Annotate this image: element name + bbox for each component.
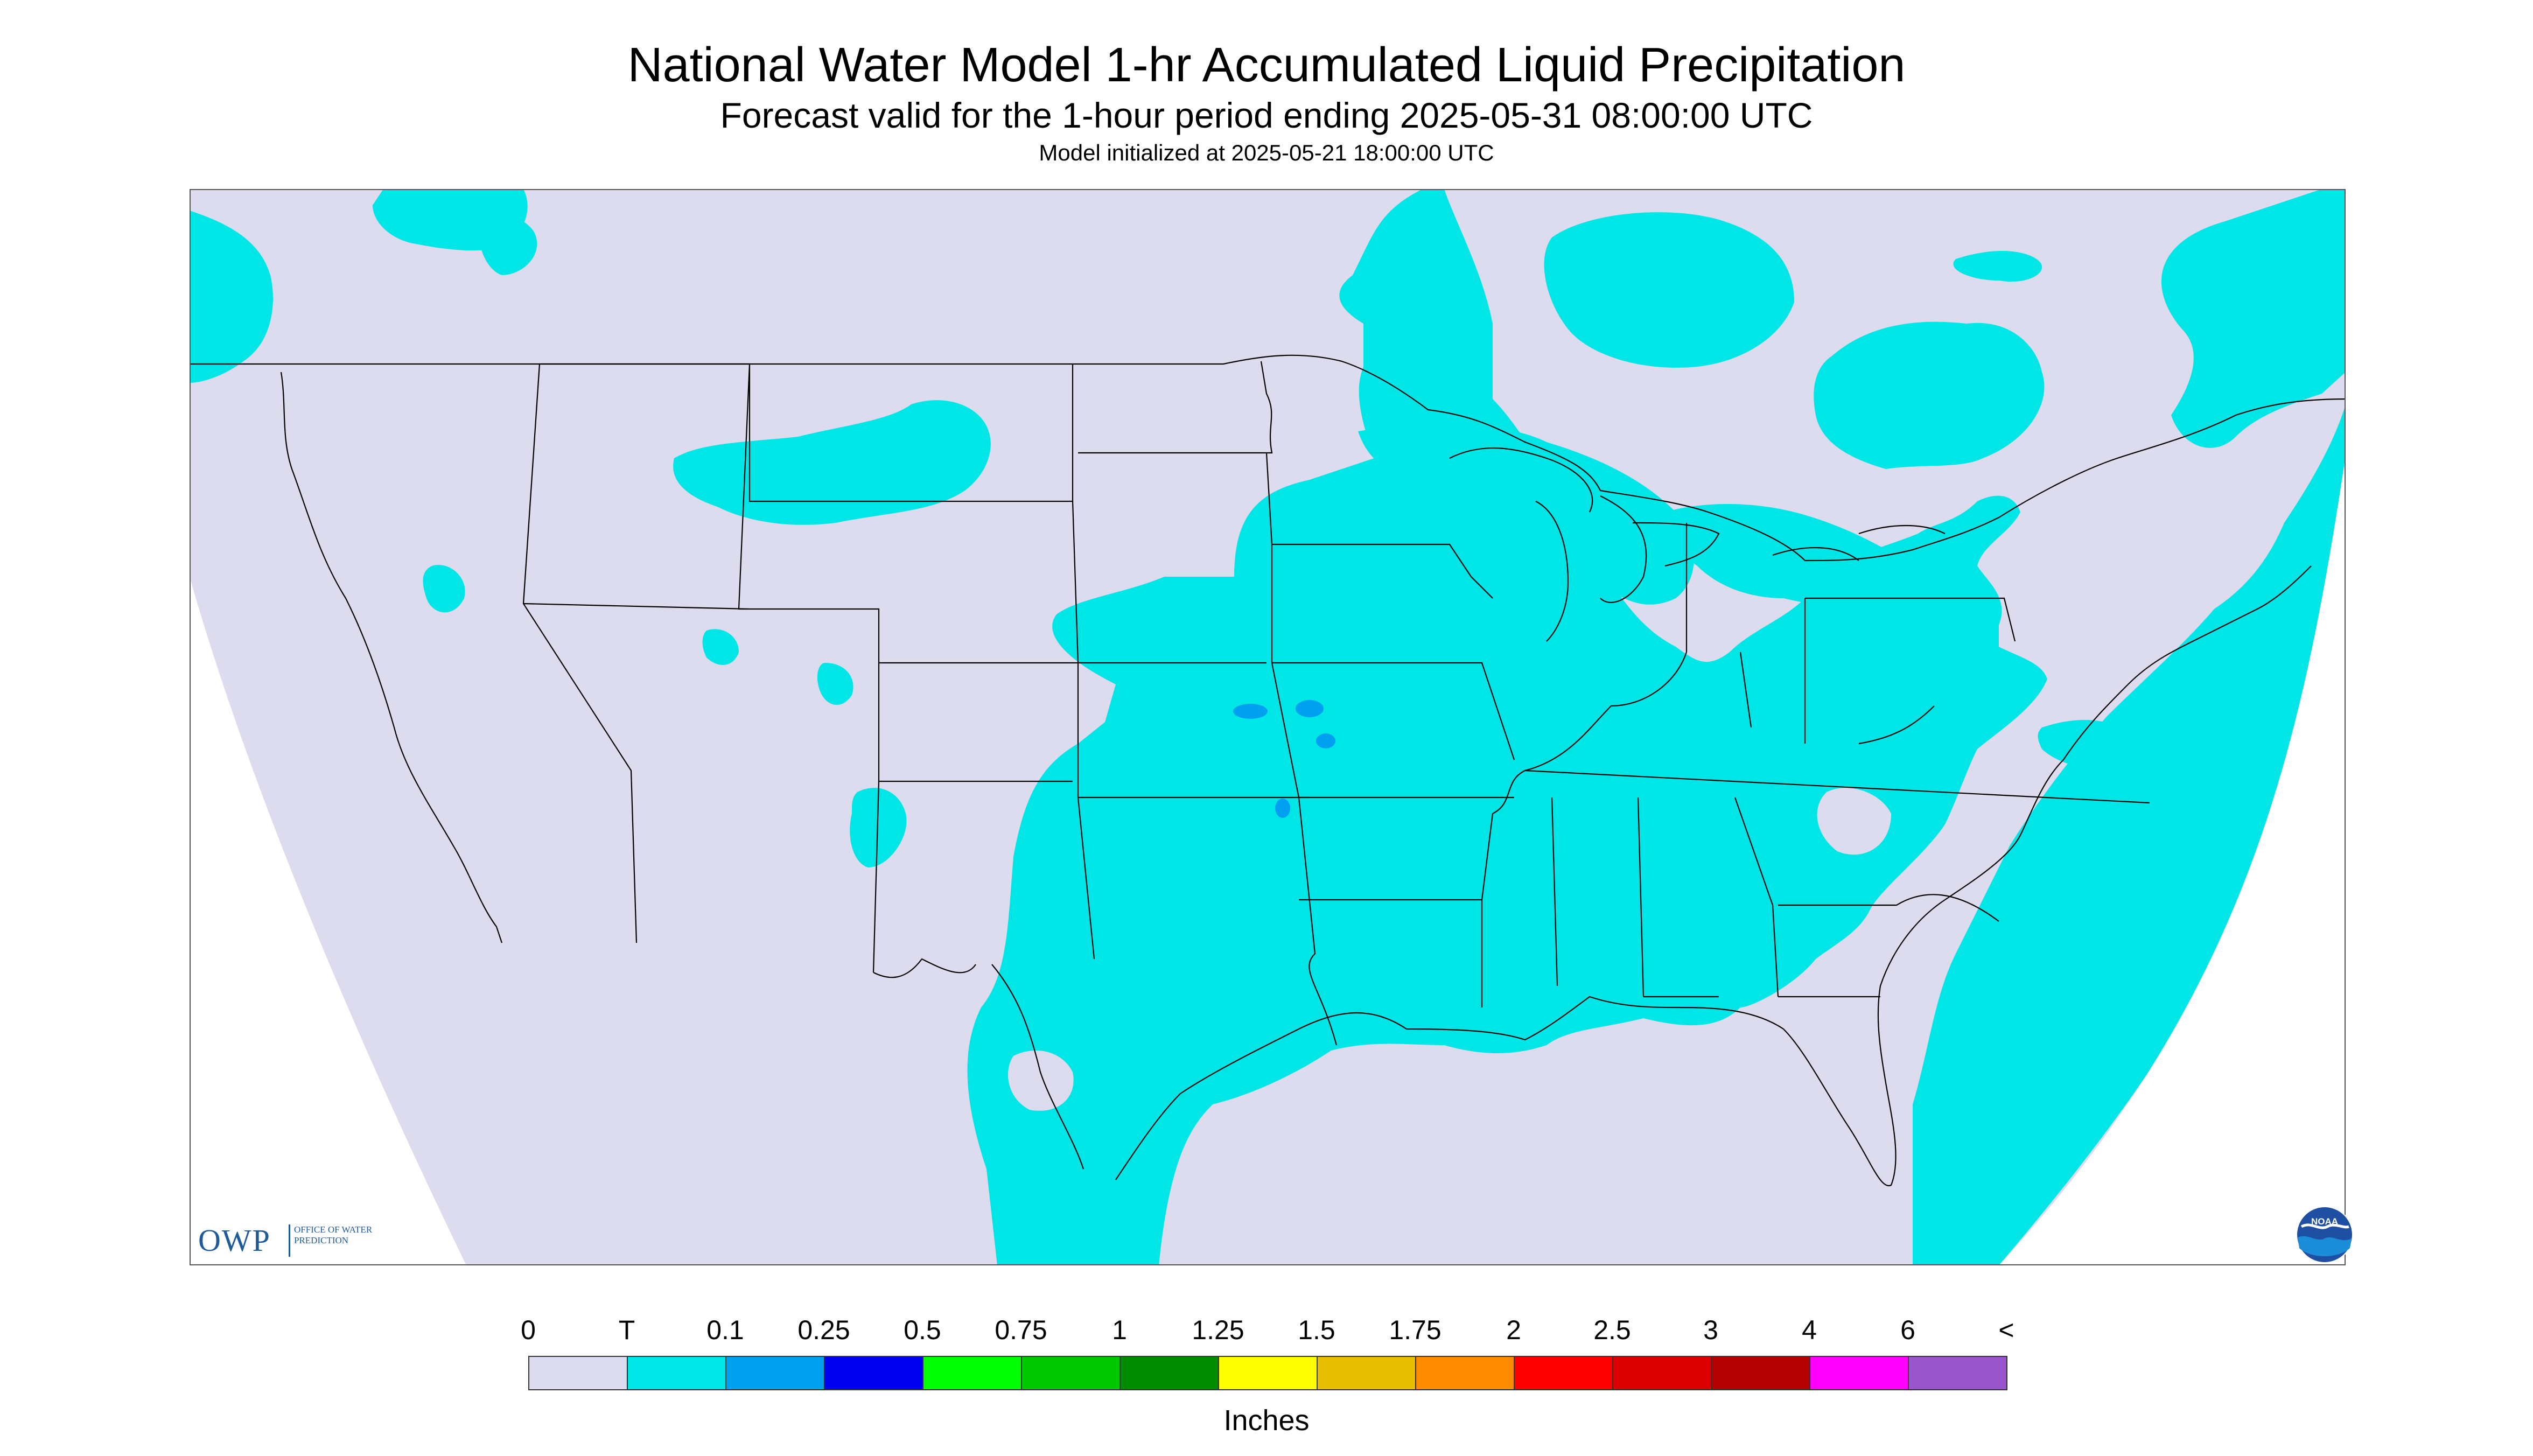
owp-logo-letters: OWP bbox=[198, 1223, 271, 1258]
owp-logo: OWP Office of Water Prediction bbox=[198, 1221, 372, 1260]
legend-swatch bbox=[528, 1356, 628, 1390]
legend-tick-label: 0.5 bbox=[904, 1315, 941, 1345]
legend-swatch bbox=[1317, 1356, 1416, 1390]
no-precip-holes bbox=[1008, 788, 1992, 1261]
canada-border bbox=[190, 354, 2346, 562]
state-borders-east bbox=[1524, 523, 2150, 998]
state-borders-central bbox=[1078, 361, 1526, 1046]
legend-swatch bbox=[1119, 1356, 1219, 1390]
trace-precip-areas bbox=[190, 189, 2346, 1265]
legend-swatch bbox=[1809, 1356, 1909, 1390]
map-border bbox=[190, 189, 2346, 1265]
legend-tick-label: 0.25 bbox=[797, 1315, 850, 1345]
legend-tick-label: 0.75 bbox=[995, 1315, 1047, 1345]
noaa-logo-text: NOAA bbox=[2311, 1216, 2338, 1227]
great-lakes-outline bbox=[1449, 447, 1946, 642]
precipitation-map bbox=[190, 189, 2346, 1265]
gulf-and-east-coast bbox=[991, 565, 2312, 1187]
legend-swatch bbox=[824, 1356, 923, 1390]
legend-swatch bbox=[922, 1356, 1022, 1390]
legend-swatch bbox=[1415, 1356, 1515, 1390]
legend-tick-label: T bbox=[618, 1315, 635, 1345]
west-coast bbox=[280, 372, 503, 943]
owp-logo-name: Office of Water Prediction bbox=[294, 1224, 373, 1245]
legend-units: Inches bbox=[1223, 1404, 1310, 1437]
legend-swatch bbox=[1218, 1356, 1318, 1390]
moderate-precip-areas bbox=[1233, 700, 1335, 818]
map-title: National Water Model 1-hr Accumulated Li… bbox=[627, 38, 1906, 92]
legend-tick-label: 0.1 bbox=[706, 1315, 744, 1345]
legend-tick-label: 2 bbox=[1506, 1315, 1521, 1345]
legend-swatch bbox=[1908, 1356, 2007, 1390]
legend-tick-label: 3 bbox=[1703, 1315, 1718, 1345]
legend-tick-label: 1.25 bbox=[1192, 1315, 1244, 1345]
legend-tick-label: < bbox=[1998, 1315, 2014, 1345]
legend-tick-label: 0 bbox=[521, 1315, 536, 1345]
forecast-valid-line: Forecast valid for the 1-hour period end… bbox=[720, 95, 1813, 135]
legend-tick-label: 1.75 bbox=[1389, 1315, 1442, 1345]
legend-tick-label: 1 bbox=[1112, 1315, 1127, 1345]
legend-swatch bbox=[1612, 1356, 1712, 1390]
owp-logo-divider bbox=[289, 1224, 290, 1257]
noaa-logo: NOAA bbox=[2296, 1206, 2353, 1263]
legend-swatch bbox=[1514, 1356, 1613, 1390]
boundary-lines bbox=[190, 354, 2346, 1187]
legend-swatch bbox=[627, 1356, 726, 1390]
state-borders-west bbox=[522, 363, 1310, 978]
legend-swatch bbox=[1021, 1356, 1121, 1390]
precip-legend: 0 T 0.1 0.25 0.5 0.75 1 1.25 1.5 1.75 2 2.5 3 4 6 < Inc… bbox=[0, 1292, 2533, 1454]
legend-tick-label: 4 bbox=[1802, 1315, 1817, 1345]
legend-swatch bbox=[1711, 1356, 1810, 1390]
legend-tick-label: 6 bbox=[1900, 1315, 1915, 1345]
legend-swatch bbox=[725, 1356, 825, 1390]
model-init-line: Model initialized at 2025-05-21 18:00:00… bbox=[1039, 140, 1494, 165]
legend-tick-label: 2.5 bbox=[1593, 1315, 1631, 1345]
legend-tick-label: 1.5 bbox=[1298, 1315, 1335, 1345]
